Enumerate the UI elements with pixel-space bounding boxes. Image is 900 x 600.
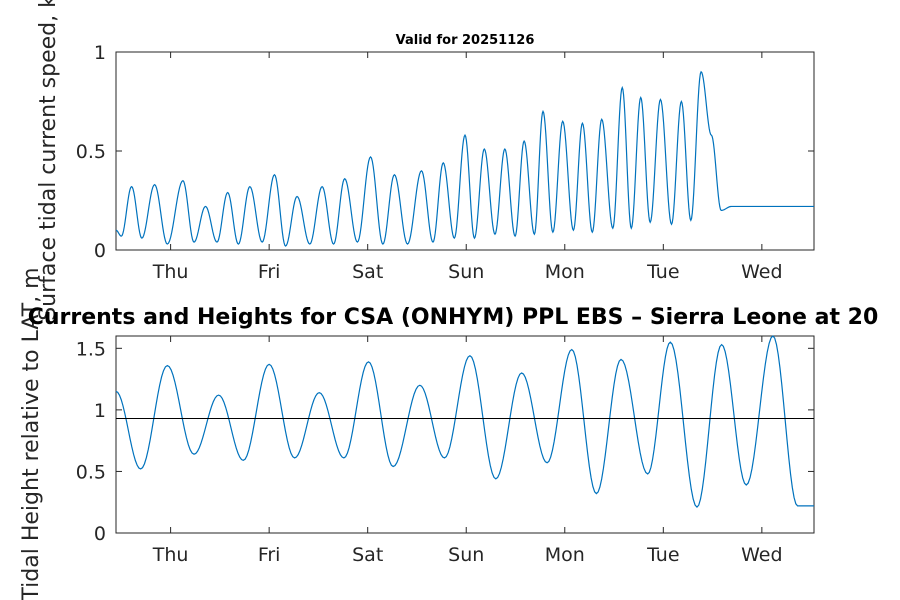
- y-tick-label: 0.5: [76, 461, 106, 483]
- speed-plot-area: [115, 51, 815, 251]
- y-tick-label: 1.5: [76, 338, 106, 360]
- y-tick-label: 1: [94, 42, 106, 64]
- x-tick-label: Thu: [152, 261, 189, 283]
- speed-y-axis-label: Surface tidal current speed, kn: [36, 0, 61, 321]
- x-tick-label: Tue: [646, 261, 679, 283]
- x-tick-label: Sat: [352, 261, 383, 283]
- y-tick-label: 0: [94, 523, 106, 545]
- x-tick-label: Fri: [258, 544, 281, 566]
- x-tick-label: Thu: [152, 544, 189, 566]
- height-y-axis-label: Tidal Height relative to LAT, m: [19, 267, 44, 600]
- y-tick-label: 0.5: [76, 141, 106, 163]
- x-tick-label: Mon: [545, 544, 585, 566]
- height-chart: 0 0.5 1 1.5 Thu Fri Sat Sun Mon Tue Wed Tidal Hei…: [19, 267, 815, 600]
- tidal-height-line: [115, 335, 814, 509]
- x-tick-label: Sun: [448, 544, 484, 566]
- speed-chart-title: Valid for 20251126: [396, 33, 535, 48]
- x-tick-label: Mon: [545, 261, 585, 283]
- x-tick-label: Tue: [646, 544, 679, 566]
- x-tick-label: Fri: [258, 261, 281, 283]
- speed-chart: Valid for 20251126 0 0.5 1 Thu Fri Sat Sun Mon…: [36, 0, 815, 321]
- main-chart-title: Currents and Heights for CSA (ONHYM) PPL…: [28, 305, 879, 330]
- x-tick-label: Sat: [352, 544, 383, 566]
- y-tick-label: 1: [94, 400, 106, 422]
- current-speed-line: [115, 70, 814, 247]
- x-tick-label: Wed: [741, 261, 782, 283]
- x-tick-label: Wed: [741, 544, 782, 566]
- x-tick-label: Sun: [448, 261, 484, 283]
- y-tick-label: 0: [94, 240, 106, 262]
